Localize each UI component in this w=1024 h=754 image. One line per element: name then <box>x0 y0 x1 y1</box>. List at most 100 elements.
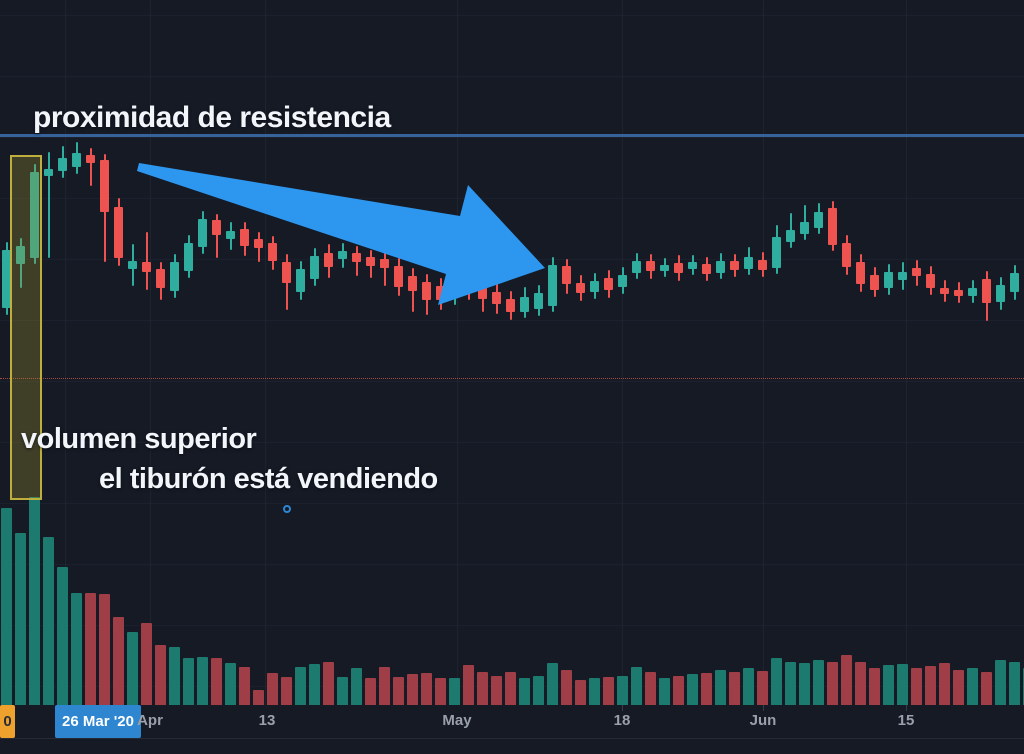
candle-body <box>898 272 907 280</box>
resistance-note-text[interactable]: proximidad de resistencia <box>33 101 391 134</box>
volume-bar <box>561 670 572 705</box>
volume-bar <box>463 665 474 705</box>
candle-body <box>240 229 249 246</box>
candle-body <box>548 265 557 306</box>
volume-bar <box>547 663 558 705</box>
volume-bar <box>603 677 614 705</box>
candle-wick <box>383 252 386 286</box>
volume-bar <box>659 678 670 705</box>
candle-body <box>212 220 221 235</box>
gridline-vertical <box>763 0 764 705</box>
candle-body <box>562 266 571 284</box>
volume-bar <box>589 678 600 705</box>
volume-bar <box>197 657 208 705</box>
volume-bar <box>435 678 446 705</box>
drawing-anchor-ring[interactable] <box>283 505 291 513</box>
candle-body <box>352 253 361 262</box>
candle-body <box>856 262 865 284</box>
candle-body <box>324 253 333 267</box>
candle-body <box>1010 273 1019 292</box>
gridline-horizontal <box>0 442 1024 443</box>
candle-body <box>114 207 123 258</box>
candle-body <box>814 212 823 228</box>
volume-bar <box>379 667 390 705</box>
candle-body <box>282 262 291 283</box>
candle-body <box>660 265 669 271</box>
candle-body <box>730 261 739 270</box>
volume-bar <box>505 672 516 705</box>
axis-separator <box>0 738 1024 739</box>
candle-body <box>926 274 935 288</box>
candle-body <box>954 290 963 296</box>
candle-body <box>576 283 585 293</box>
volume-bar <box>617 676 628 705</box>
candle-body <box>16 246 25 264</box>
candle-body <box>674 263 683 273</box>
volume-bar <box>113 617 124 705</box>
candle-body <box>604 278 613 290</box>
candle-body <box>184 243 193 271</box>
candle-body <box>198 219 207 247</box>
volume-bar <box>295 667 306 705</box>
volume-bar <box>575 680 586 705</box>
candle-body <box>478 285 487 299</box>
volume-bar <box>631 667 642 705</box>
volume-bar <box>1 508 12 705</box>
volume-bar <box>855 662 866 705</box>
axis-date-label: 18 <box>613 712 631 729</box>
candle-body <box>590 281 599 292</box>
volume-bar <box>29 497 40 705</box>
volume-bar <box>351 668 362 705</box>
volume-bar <box>99 594 110 705</box>
volume-bar <box>267 673 278 705</box>
candle-body <box>408 276 417 291</box>
volume-highlight-rect[interactable] <box>10 155 42 500</box>
volume-note-line1[interactable]: volumen superior <box>21 423 257 455</box>
volume-bar <box>897 664 908 705</box>
volume-bar <box>939 663 950 705</box>
candle-body <box>646 261 655 271</box>
candle-body <box>2 250 11 308</box>
candle-body <box>366 257 375 266</box>
volume-bar <box>477 672 488 705</box>
volume-note-line2[interactable]: el tiburón está vendiendo <box>99 463 438 495</box>
candle-body <box>716 261 725 273</box>
axis-date-label: Apr <box>137 712 163 729</box>
dotted-reference-line[interactable] <box>0 378 1024 379</box>
volume-bar <box>141 623 152 705</box>
volume-bar <box>491 676 502 705</box>
volume-bar <box>519 678 530 705</box>
resistance-line[interactable] <box>0 134 1024 137</box>
candle-body <box>968 288 977 296</box>
candle-body <box>436 286 445 300</box>
candle-body <box>744 257 753 269</box>
candle-body <box>870 275 879 290</box>
gridline-horizontal <box>0 564 1024 565</box>
volume-bar <box>785 662 796 705</box>
volume-bar <box>869 668 880 705</box>
volume-bar <box>323 662 334 705</box>
volume-bar <box>71 593 82 705</box>
volume-bar <box>981 672 992 705</box>
gridline-horizontal <box>0 625 1024 626</box>
gridline-vertical <box>457 0 458 705</box>
candle-body <box>940 288 949 294</box>
volume-bar <box>239 667 250 705</box>
axis-date-label: May <box>442 712 472 729</box>
axis-date-label: 13 <box>258 712 276 729</box>
volume-bar <box>155 645 166 705</box>
date-tag: 26 Mar '20 <box>55 705 141 738</box>
gridline-horizontal <box>0 320 1024 321</box>
candle-body <box>268 243 277 261</box>
volume-bar <box>253 690 264 705</box>
candle-body <box>492 292 501 304</box>
candle-body <box>842 243 851 267</box>
candle-body <box>828 208 837 245</box>
volume-bar <box>281 677 292 705</box>
volume-bar <box>309 664 320 705</box>
gridline-horizontal <box>0 15 1024 16</box>
axis-date-label: 15 <box>897 712 915 729</box>
candle-body <box>912 268 921 276</box>
